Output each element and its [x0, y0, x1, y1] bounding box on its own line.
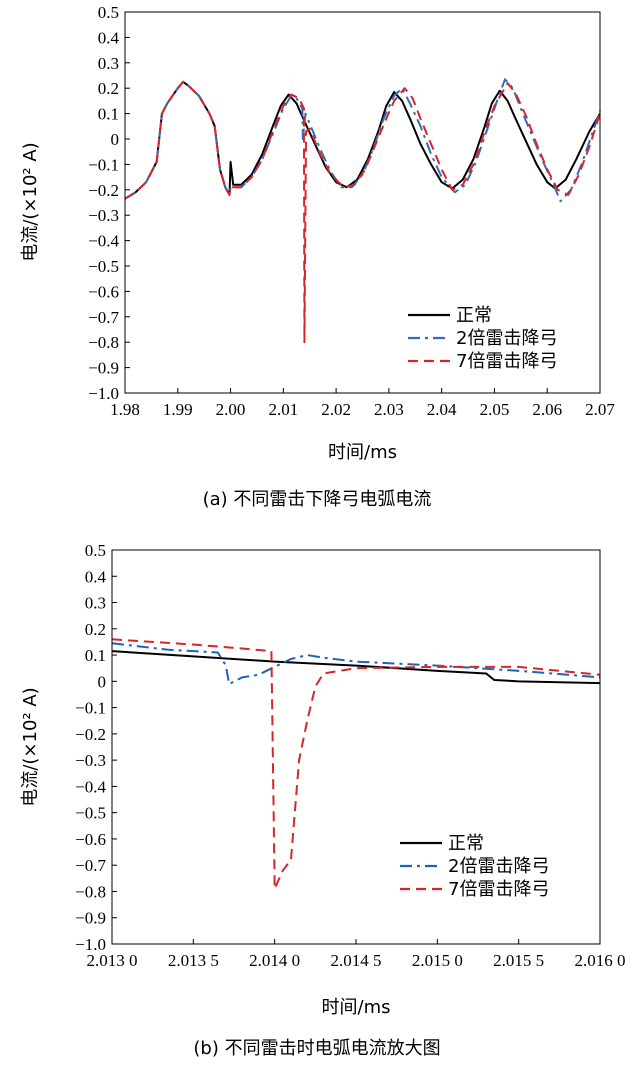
ytick-label: −0.4: [75, 777, 106, 796]
xtick-label: 2.015 0: [412, 951, 463, 970]
legend-label-1: 2倍雷击降弓: [456, 328, 557, 349]
chart-a: 0.5 0.4 0.3 0.2 0.1 0 −0.1 −0.2 −0.3 −0.4 −0.5 −0.6…: [20, 3, 615, 510]
ytick-label: 0.4: [98, 28, 120, 47]
series-line-2: [111, 638, 601, 890]
ytick-label: −0.8: [88, 333, 119, 352]
xtick-label: 2.014 0: [249, 951, 300, 970]
ytick-label: −0.7: [88, 308, 119, 327]
xtick-label: 2.04: [427, 400, 457, 419]
ytick-label: 0.2: [98, 79, 119, 98]
xtick-label: 2.016 0: [575, 951, 626, 970]
ytick-label: −1.0: [88, 384, 119, 403]
legend-label-2: 7倍雷击降弓: [456, 351, 557, 372]
chart-b-xtick-labels: 2.013 0 2.013 5 2.014 0 2.014 5 2.015 0 2.015…: [87, 951, 626, 970]
series-line-1: [124, 78, 601, 203]
chart-a-ticks: [124, 11, 601, 394]
chart-a-series: [124, 78, 601, 344]
ytick-label: 0.4: [85, 567, 107, 586]
chart-a-plot-frame: [124, 11, 601, 394]
chart-b-xlabel: 时间/ms: [322, 997, 391, 1018]
xtick-label: 1.98: [110, 400, 140, 419]
ytick-label: −0.5: [75, 804, 106, 823]
ytick-label: −1.0: [75, 935, 106, 954]
legend-label-2: 7倍雷击降弓: [448, 879, 549, 900]
xtick-label: 2.015 5: [493, 951, 544, 970]
chart-b-ylabel: 电流/(×10² A): [20, 687, 41, 806]
legend-label-0: 正常: [456, 305, 492, 326]
xtick-label: 2.014 5: [331, 951, 382, 970]
xtick-label: 2.06: [532, 400, 562, 419]
ytick-label: −0.2: [88, 181, 119, 200]
ytick-label: −0.2: [75, 725, 106, 744]
ytick-label: 0: [111, 130, 120, 149]
chart-b: 0.5 0.4 0.3 0.2 0.1 0 −0.1 −0.2 −0.3 −0.4 −0.5 −0.6…: [20, 541, 626, 1059]
chart-a-xlabel: 时间/ms: [328, 442, 397, 463]
ytick-label: 0.2: [85, 620, 106, 639]
chart-b-caption: (b) 不同雷击时电弧电流放大图: [193, 1038, 440, 1059]
xtick-label: 2.02: [321, 400, 351, 419]
series-line-0: [124, 80, 601, 200]
ytick-label: 0: [98, 672, 107, 691]
series-line-0: [111, 650, 601, 685]
ytick-label: 0.3: [85, 594, 106, 613]
ytick-label: −0.3: [75, 751, 106, 770]
series-line-2: [124, 80, 601, 344]
chart-b-plot-frame: [111, 549, 601, 945]
ytick-label: −0.7: [75, 856, 106, 875]
ytick-label: −0.1: [88, 155, 119, 174]
ytick-label: −0.6: [88, 282, 119, 301]
chart-b-ytick-labels: 0.5 0.4 0.3 0.2 0.1 0 −0.1 −0.2 −0.3 −0.4 −0.5 −0.6…: [75, 541, 106, 954]
xtick-label: 2.07: [585, 400, 615, 419]
chart-a-ytick-labels: 0.5 0.4 0.3 0.2 0.1 0 −0.1 −0.2 −0.3 −0.4 −0.5 −0.6…: [88, 3, 119, 403]
ytick-label: 0.5: [85, 541, 106, 560]
ytick-label: −0.9: [75, 909, 106, 928]
ytick-label: −0.3: [88, 206, 119, 225]
ytick-label: −0.5: [88, 257, 119, 276]
xtick-label: 2.05: [480, 400, 510, 419]
xtick-label: 2.013 0: [87, 951, 138, 970]
legend-label-1: 2倍雷击降弓: [448, 856, 549, 877]
ytick-label: 0.1: [98, 105, 119, 124]
xtick-label: 1.99: [163, 400, 193, 419]
legend-label-0: 正常: [448, 833, 484, 854]
ytick-label: 0.3: [98, 54, 119, 73]
xtick-label: 2.01: [268, 400, 298, 419]
ytick-label: −0.4: [88, 232, 119, 251]
xtick-label: 2.03: [374, 400, 404, 419]
ytick-label: −0.6: [75, 830, 106, 849]
ytick-label: −0.1: [75, 699, 106, 718]
chart-a-xtick-labels: 1.98 1.99 2.00 2.01 2.02 2.03 2.04 2.05 2.06 2.07: [110, 400, 615, 419]
ytick-label: −0.9: [88, 359, 119, 378]
xtick-label: 2.00: [216, 400, 246, 419]
series-line-1: [111, 642, 601, 685]
xtick-label: 2.013 5: [168, 951, 219, 970]
ytick-label: 0.1: [85, 646, 106, 665]
chart-a-caption: (a) 不同雷击下降弓电弧电流: [203, 489, 432, 510]
ytick-label: −0.8: [75, 882, 106, 901]
chart-a-ylabel: 电流/(×10² A): [20, 142, 41, 261]
chart-b-series: [111, 638, 601, 890]
ytick-label: 0.5: [98, 3, 119, 22]
